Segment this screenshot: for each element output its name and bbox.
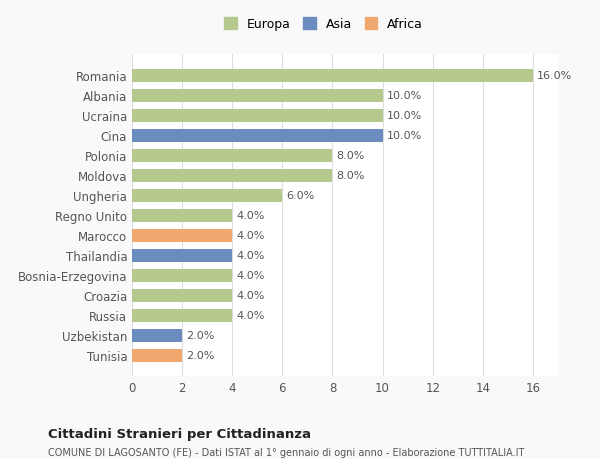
Text: 6.0%: 6.0% [286, 191, 314, 201]
Bar [132, 229, 232, 242]
Text: COMUNE DI LAGOSANTO (FE) - Dati ISTAT al 1° gennaio di ogni anno - Elaborazione : COMUNE DI LAGOSANTO (FE) - Dati ISTAT al… [48, 448, 524, 458]
Bar [132, 90, 383, 102]
Bar [132, 110, 383, 123]
Text: 2.0%: 2.0% [186, 350, 214, 360]
Bar [132, 169, 332, 182]
Legend: Europa, Asia, Africa: Europa, Asia, Africa [220, 13, 428, 36]
Text: 10.0%: 10.0% [386, 131, 422, 141]
Bar [132, 289, 232, 302]
Text: 4.0%: 4.0% [236, 291, 265, 301]
Text: 4.0%: 4.0% [236, 270, 265, 280]
Text: Cittadini Stranieri per Cittadinanza: Cittadini Stranieri per Cittadinanza [48, 427, 311, 440]
Bar [132, 329, 182, 342]
Text: 10.0%: 10.0% [386, 91, 422, 101]
Bar [132, 309, 232, 322]
Bar [132, 129, 383, 142]
Text: 4.0%: 4.0% [236, 251, 265, 261]
Text: 4.0%: 4.0% [236, 310, 265, 320]
Bar [132, 249, 232, 262]
Bar [132, 189, 283, 202]
Text: 8.0%: 8.0% [336, 151, 365, 161]
Bar [132, 150, 332, 162]
Text: 2.0%: 2.0% [186, 330, 214, 340]
Text: 16.0%: 16.0% [537, 71, 572, 81]
Text: 4.0%: 4.0% [236, 231, 265, 241]
Bar [132, 269, 232, 282]
Text: 10.0%: 10.0% [386, 111, 422, 121]
Bar [132, 349, 182, 362]
Bar [132, 70, 533, 83]
Text: 8.0%: 8.0% [336, 171, 365, 181]
Bar [132, 209, 232, 222]
Text: 4.0%: 4.0% [236, 211, 265, 221]
